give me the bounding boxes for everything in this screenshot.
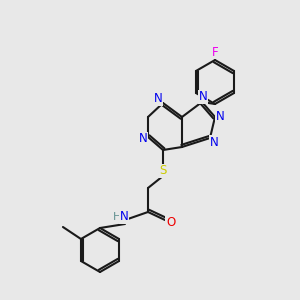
Text: H: H [113, 212, 121, 222]
Text: N: N [199, 91, 207, 103]
Text: N: N [139, 133, 147, 146]
Text: N: N [154, 92, 162, 106]
Text: N: N [210, 136, 218, 148]
Text: N: N [120, 211, 128, 224]
Text: O: O [167, 215, 176, 229]
Text: N: N [216, 110, 224, 124]
Text: F: F [212, 46, 218, 59]
Text: S: S [159, 164, 167, 178]
